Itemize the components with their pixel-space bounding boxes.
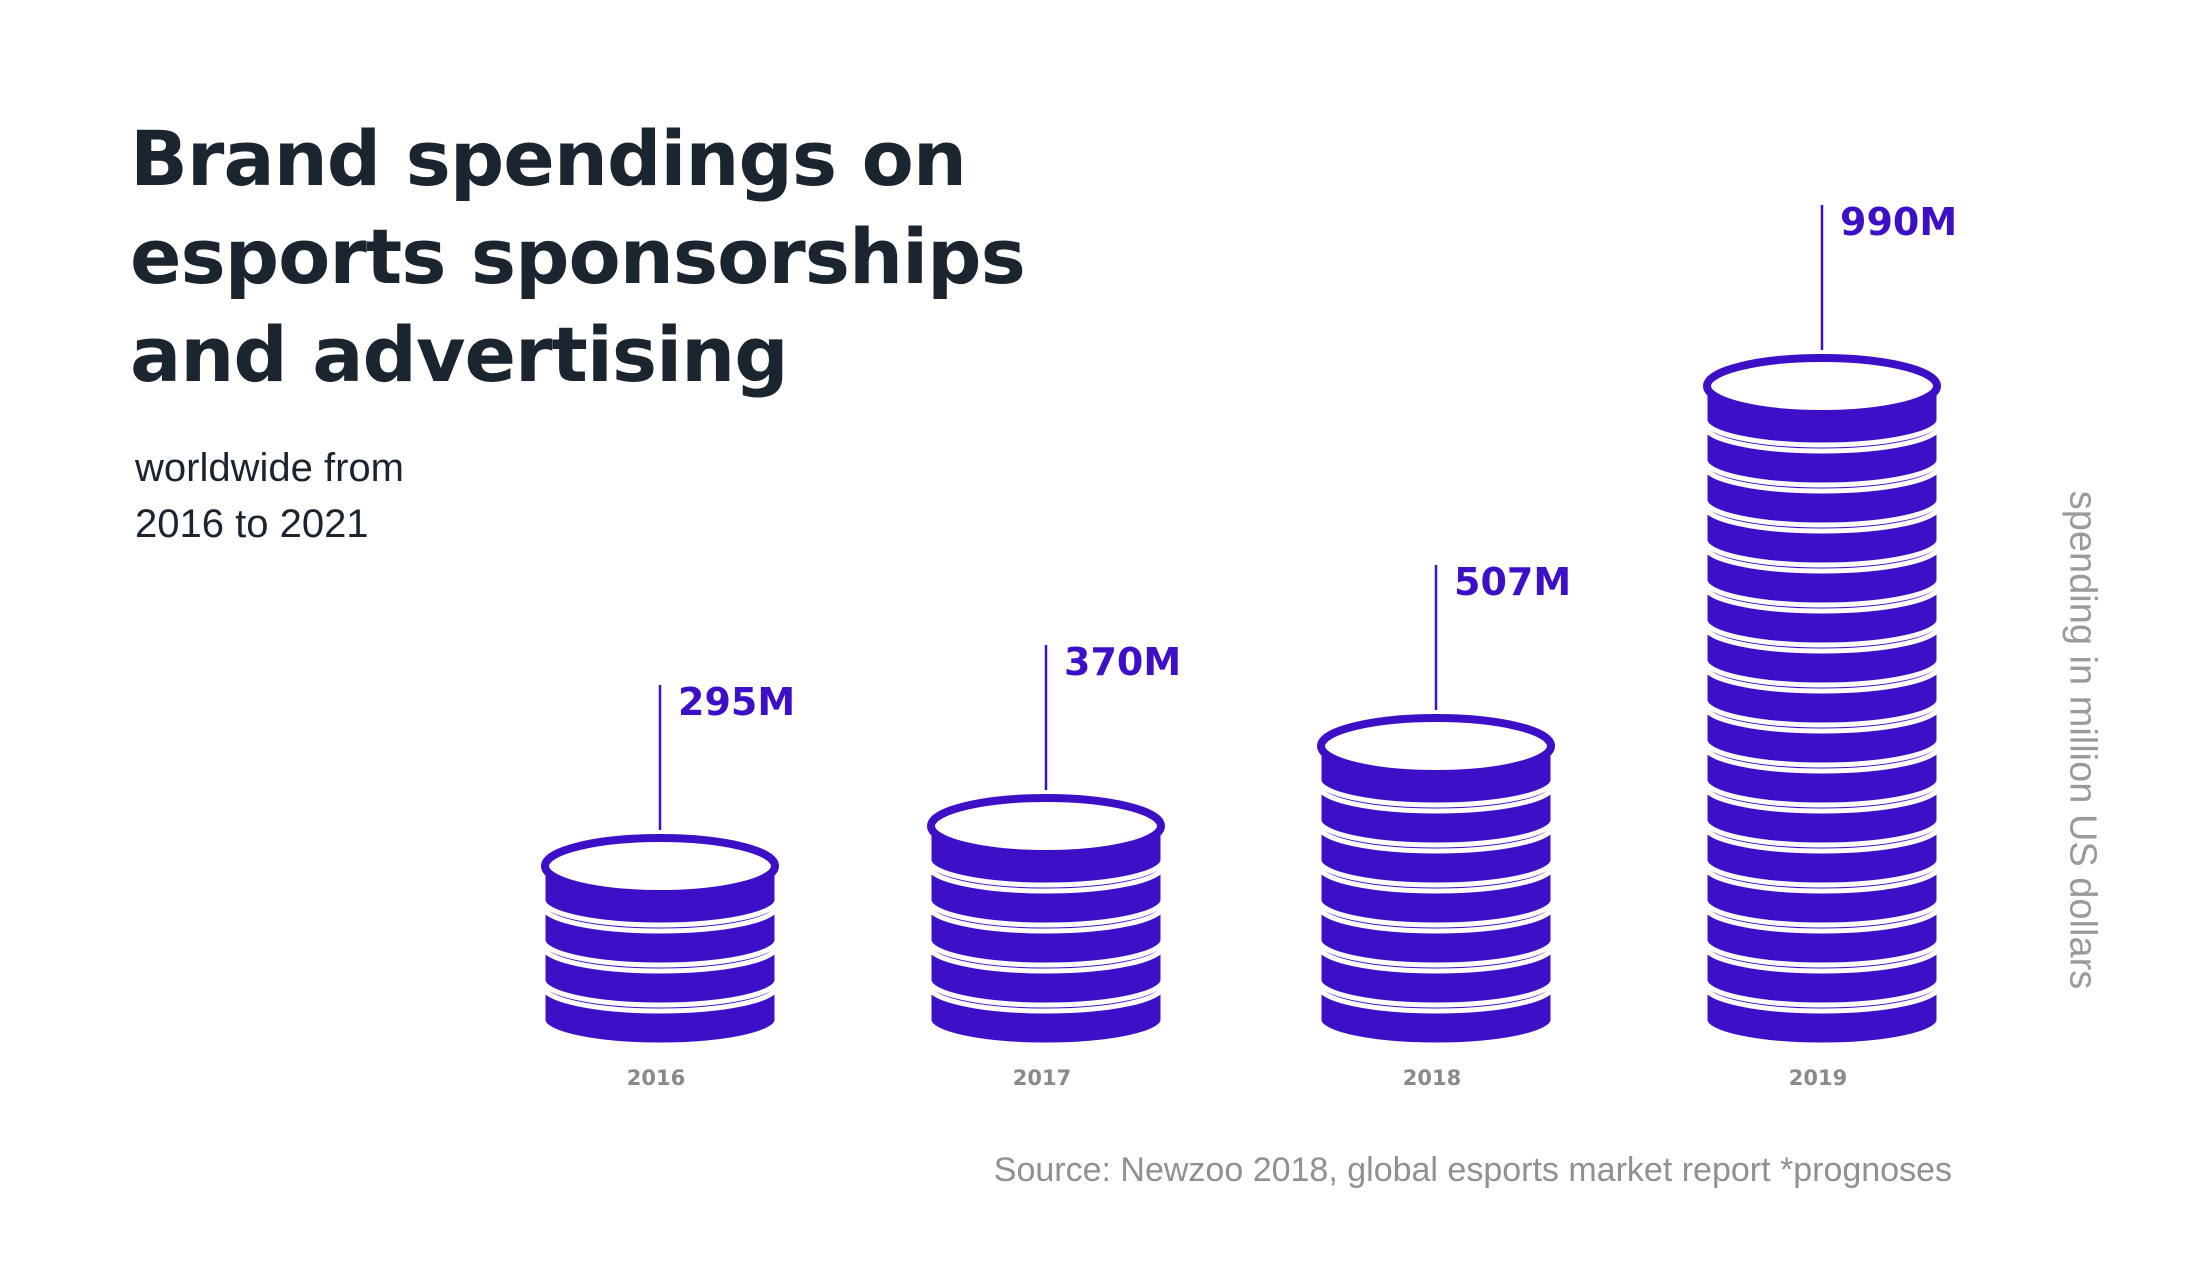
coin-stack-2016 (540, 834, 780, 1048)
top-coin-face (1703, 354, 1941, 418)
chart-title: Brand spendings on esports sponsorships … (130, 110, 1130, 404)
value-label: 990M (1840, 200, 1957, 244)
title-line: Brand spendings on (130, 114, 967, 203)
top-coin-face (1317, 714, 1555, 778)
source-note: Source: Newzoo 2018, global esports mark… (993, 1151, 1952, 1189)
title-line: and advertising (130, 310, 789, 399)
top-coin-face (927, 794, 1165, 858)
coin-stack-2017 (926, 794, 1166, 1048)
top-coin-face (541, 834, 779, 898)
subtitle-line: worldwide from (135, 446, 404, 490)
coin-stack-2019 (1702, 354, 1942, 1048)
value-label: 370M (1064, 640, 1181, 684)
subtitle-line: 2016 to 2021 (135, 502, 369, 546)
value-label: 507M (1454, 560, 1571, 604)
coin-stack-2018 (1316, 714, 1556, 1048)
x-tick-label: 2018 (1403, 1066, 1461, 1090)
x-tick-label: 2019 (1789, 1066, 1847, 1090)
x-tick-label: 2017 (1013, 1066, 1071, 1090)
value-label: 295M (678, 680, 795, 724)
chart-subtitle: worldwide from 2016 to 2021 (135, 440, 404, 552)
title-line: esports sponsorships (130, 212, 1026, 301)
y-axis-label: spending in million US dollars (2061, 490, 2104, 990)
x-tick-label: 2016 (627, 1066, 685, 1090)
